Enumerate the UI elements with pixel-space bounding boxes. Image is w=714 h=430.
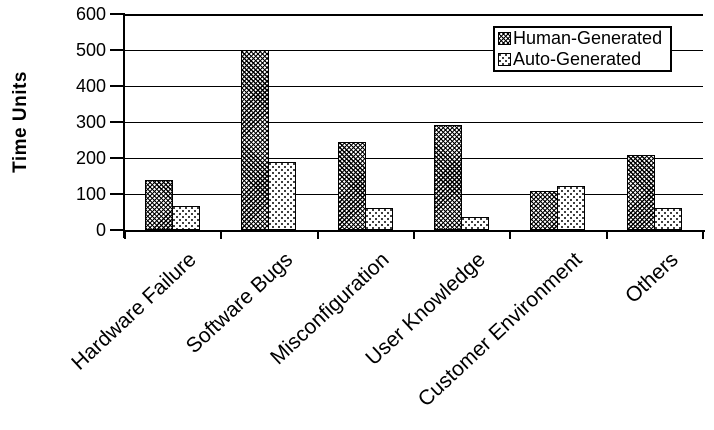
- x-tick: [316, 232, 319, 239]
- gridline-300: [125, 121, 703, 123]
- category-label-others: Others: [620, 248, 683, 308]
- plot-area: [125, 14, 703, 230]
- bar-auto-generated-software-bugs: [268, 162, 297, 230]
- legend-entry-human-generated: Human-Generated: [498, 29, 670, 48]
- gridline-600: [125, 14, 703, 16]
- y-tick-500: [110, 49, 125, 51]
- bar-human-generated-software-bugs: [241, 50, 270, 230]
- bar-auto-generated-hardware-failure: [172, 205, 200, 230]
- y-tick-label-300: 300: [75, 112, 106, 132]
- x-tick: [124, 232, 126, 239]
- y-tick-300: [110, 121, 125, 123]
- y-tick-label-600: 600: [75, 4, 106, 24]
- gridline-500: [125, 49, 703, 51]
- y-tick-400: [110, 85, 125, 87]
- bar-auto-generated-customer-environment: [557, 186, 586, 230]
- bar-human-generated-customer-environment: [530, 191, 559, 230]
- x-tick: [702, 232, 704, 239]
- gridline-200: [125, 157, 703, 159]
- gridline-100: [125, 193, 703, 195]
- y-tick-label-200: 200: [75, 148, 106, 168]
- legend-label: Human-Generated: [513, 28, 663, 49]
- y-tick-label-100: 100: [75, 184, 106, 204]
- x-axis-line: [123, 230, 705, 232]
- category-label-hardware-failure: Hardware Failure: [67, 248, 201, 375]
- y-tick-600: [110, 13, 125, 15]
- bar-auto-generated-others: [653, 208, 682, 230]
- bar-human-generated-misconfiguration: [337, 141, 366, 230]
- legend: Human-Generated Auto-Generated: [493, 26, 672, 72]
- category-label-customer-environment: Customer Environment: [413, 248, 587, 412]
- y-tick-100: [110, 193, 125, 195]
- y-tick-label-500: 500: [75, 40, 106, 60]
- y-tick-label-0: 0: [95, 220, 106, 240]
- bar-human-generated-hardware-failure: [145, 179, 173, 230]
- y-tick-label-400: 400: [75, 76, 106, 96]
- x-tick: [220, 232, 223, 239]
- dots-swatch-icon: [498, 52, 511, 66]
- y-tick-0: [110, 229, 125, 231]
- crosshatch-swatch-icon: [498, 32, 511, 46]
- bar-human-generated-others: [626, 155, 655, 230]
- x-tick: [509, 232, 512, 239]
- legend-label: Auto-Generated: [513, 48, 642, 69]
- x-tick: [605, 232, 608, 239]
- bar-auto-generated-misconfiguration: [364, 208, 393, 230]
- y-axis-line: [123, 14, 125, 238]
- gridline-400: [125, 85, 703, 87]
- y-tick-200: [110, 157, 125, 159]
- bar-human-generated-user-knowledge: [434, 124, 462, 230]
- legend-entry-auto-generated: Auto-Generated: [498, 48, 670, 69]
- x-tick: [413, 232, 415, 239]
- bar-auto-generated-user-knowledge: [461, 217, 489, 230]
